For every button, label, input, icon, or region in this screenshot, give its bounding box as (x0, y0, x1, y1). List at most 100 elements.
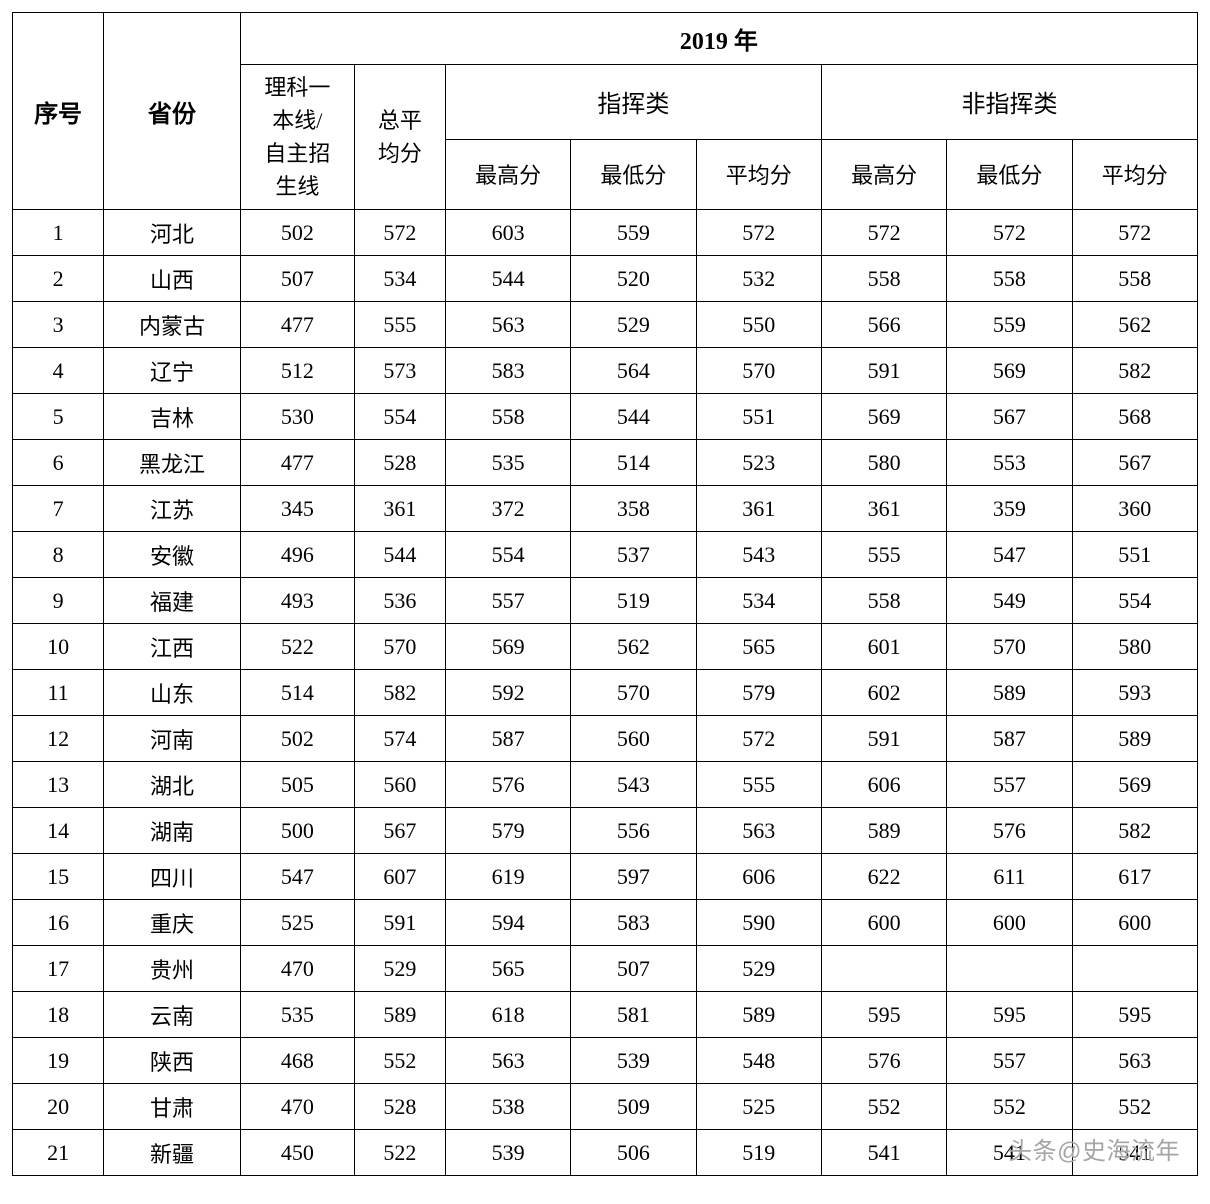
cell-a-max: 554 (445, 532, 570, 578)
cell-cutline: 477 (240, 440, 354, 486)
cell-b-avg: 567 (1072, 440, 1197, 486)
cell-b-min: 570 (947, 624, 1072, 670)
cell-index: 13 (13, 762, 104, 808)
cell-a-max: 544 (445, 256, 570, 302)
cell-a-min: 514 (571, 440, 696, 486)
cell-overall-avg: 522 (354, 1130, 445, 1176)
cell-a-avg: 534 (696, 578, 821, 624)
table-row: 4辽宁512573583564570591569582 (13, 348, 1198, 394)
cell-a-max: 587 (445, 716, 570, 762)
cell-b-avg: 600 (1072, 900, 1197, 946)
cell-overall-avg: 536 (354, 578, 445, 624)
table-row: 20甘肃470528538509525552552552 (13, 1084, 1198, 1130)
cell-a-max: 569 (445, 624, 570, 670)
cell-index: 15 (13, 854, 104, 900)
cell-a-min: 537 (571, 532, 696, 578)
cell-province: 吉林 (104, 394, 241, 440)
cell-a-avg: 361 (696, 486, 821, 532)
cell-index: 5 (13, 394, 104, 440)
score-table: 序号 省份 2019 年 理科一本线/自主招生线 总平均分 指挥类 非指挥类 最… (12, 12, 1198, 1176)
cell-a-min: 507 (571, 946, 696, 992)
cell-index: 18 (13, 992, 104, 1038)
cell-b-max: 600 (821, 900, 946, 946)
cell-a-min: 529 (571, 302, 696, 348)
cell-b-max: 552 (821, 1084, 946, 1130)
cell-overall-avg: 570 (354, 624, 445, 670)
cell-cutline: 502 (240, 210, 354, 256)
cell-a-min: 562 (571, 624, 696, 670)
cell-b-max: 589 (821, 808, 946, 854)
cell-a-max: 557 (445, 578, 570, 624)
cell-b-avg: 582 (1072, 808, 1197, 854)
cell-index: 16 (13, 900, 104, 946)
cell-a-avg: 563 (696, 808, 821, 854)
cell-b-avg: 360 (1072, 486, 1197, 532)
cell-cutline: 468 (240, 1038, 354, 1084)
table-row: 15四川547607619597606622611617 (13, 854, 1198, 900)
cell-a-max: 592 (445, 670, 570, 716)
table-row: 6黑龙江477528535514523580553567 (13, 440, 1198, 486)
cell-overall-avg: 572 (354, 210, 445, 256)
cell-cutline: 345 (240, 486, 354, 532)
table-row: 2山西507534544520532558558558 (13, 256, 1198, 302)
cell-index: 20 (13, 1084, 104, 1130)
col-b-max: 最高分 (821, 139, 946, 209)
cell-a-avg: 572 (696, 210, 821, 256)
cell-overall-avg: 574 (354, 716, 445, 762)
cell-cutline: 547 (240, 854, 354, 900)
cell-b-max: 606 (821, 762, 946, 808)
col-year: 2019 年 (240, 13, 1197, 65)
cell-b-avg: 580 (1072, 624, 1197, 670)
cell-b-max: 595 (821, 992, 946, 1038)
cell-b-max: 601 (821, 624, 946, 670)
cell-cutline: 525 (240, 900, 354, 946)
col-cutline-text: 理科一本线/自主招生线 (264, 75, 330, 199)
cell-index: 10 (13, 624, 104, 670)
cell-a-avg: 523 (696, 440, 821, 486)
cell-overall-avg: 560 (354, 762, 445, 808)
col-b-min: 最低分 (947, 139, 1072, 209)
cell-province: 江苏 (104, 486, 241, 532)
cell-cutline: 514 (240, 670, 354, 716)
cell-b-avg: 568 (1072, 394, 1197, 440)
cell-a-min: 520 (571, 256, 696, 302)
cell-overall-avg: 528 (354, 440, 445, 486)
cell-a-max: 558 (445, 394, 570, 440)
cell-cutline: 535 (240, 992, 354, 1038)
table-row: 9福建493536557519534558549554 (13, 578, 1198, 624)
cell-province: 山东 (104, 670, 241, 716)
cell-cutline: 493 (240, 578, 354, 624)
cell-b-max: 572 (821, 210, 946, 256)
col-overall-avg: 总平均分 (354, 65, 445, 210)
table-body: 1河北5025726035595725725725722山西5075345445… (13, 210, 1198, 1176)
cell-a-avg: 543 (696, 532, 821, 578)
table-row: 12河南502574587560572591587589 (13, 716, 1198, 762)
cell-b-avg: 563 (1072, 1038, 1197, 1084)
cell-index: 21 (13, 1130, 104, 1176)
cell-b-avg: 572 (1072, 210, 1197, 256)
cell-b-avg: 558 (1072, 256, 1197, 302)
cell-overall-avg: 361 (354, 486, 445, 532)
cell-b-max: 361 (821, 486, 946, 532)
col-b-avg: 平均分 (1072, 139, 1197, 209)
cell-b-min (947, 946, 1072, 992)
cell-a-min: 544 (571, 394, 696, 440)
cell-a-avg: 555 (696, 762, 821, 808)
cell-b-min: 589 (947, 670, 1072, 716)
cell-a-min: 559 (571, 210, 696, 256)
cell-index: 2 (13, 256, 104, 302)
cell-a-max: 618 (445, 992, 570, 1038)
table-row: 7江苏345361372358361361359360 (13, 486, 1198, 532)
cell-a-avg: 532 (696, 256, 821, 302)
cell-cutline: 470 (240, 946, 354, 992)
cell-cutline: 522 (240, 624, 354, 670)
cell-overall-avg: 567 (354, 808, 445, 854)
table-row: 16重庆525591594583590600600600 (13, 900, 1198, 946)
cell-a-min: 556 (571, 808, 696, 854)
cell-overall-avg: 544 (354, 532, 445, 578)
cell-a-avg: 529 (696, 946, 821, 992)
cell-b-min: 611 (947, 854, 1072, 900)
table-row: 3内蒙古477555563529550566559562 (13, 302, 1198, 348)
table-row: 10江西522570569562565601570580 (13, 624, 1198, 670)
cell-overall-avg: 555 (354, 302, 445, 348)
